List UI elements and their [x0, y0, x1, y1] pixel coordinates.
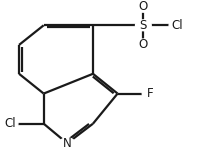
Circle shape [136, 39, 151, 50]
Text: N: N [63, 137, 72, 150]
Circle shape [59, 138, 75, 149]
Circle shape [142, 88, 158, 99]
Circle shape [2, 118, 18, 129]
Text: O: O [139, 0, 148, 13]
Text: S: S [140, 19, 147, 32]
Circle shape [169, 20, 185, 31]
Text: Cl: Cl [4, 117, 16, 130]
Text: Cl: Cl [171, 19, 183, 32]
Text: O: O [139, 38, 148, 51]
Circle shape [136, 20, 151, 31]
Circle shape [136, 1, 151, 12]
Text: F: F [147, 87, 153, 100]
